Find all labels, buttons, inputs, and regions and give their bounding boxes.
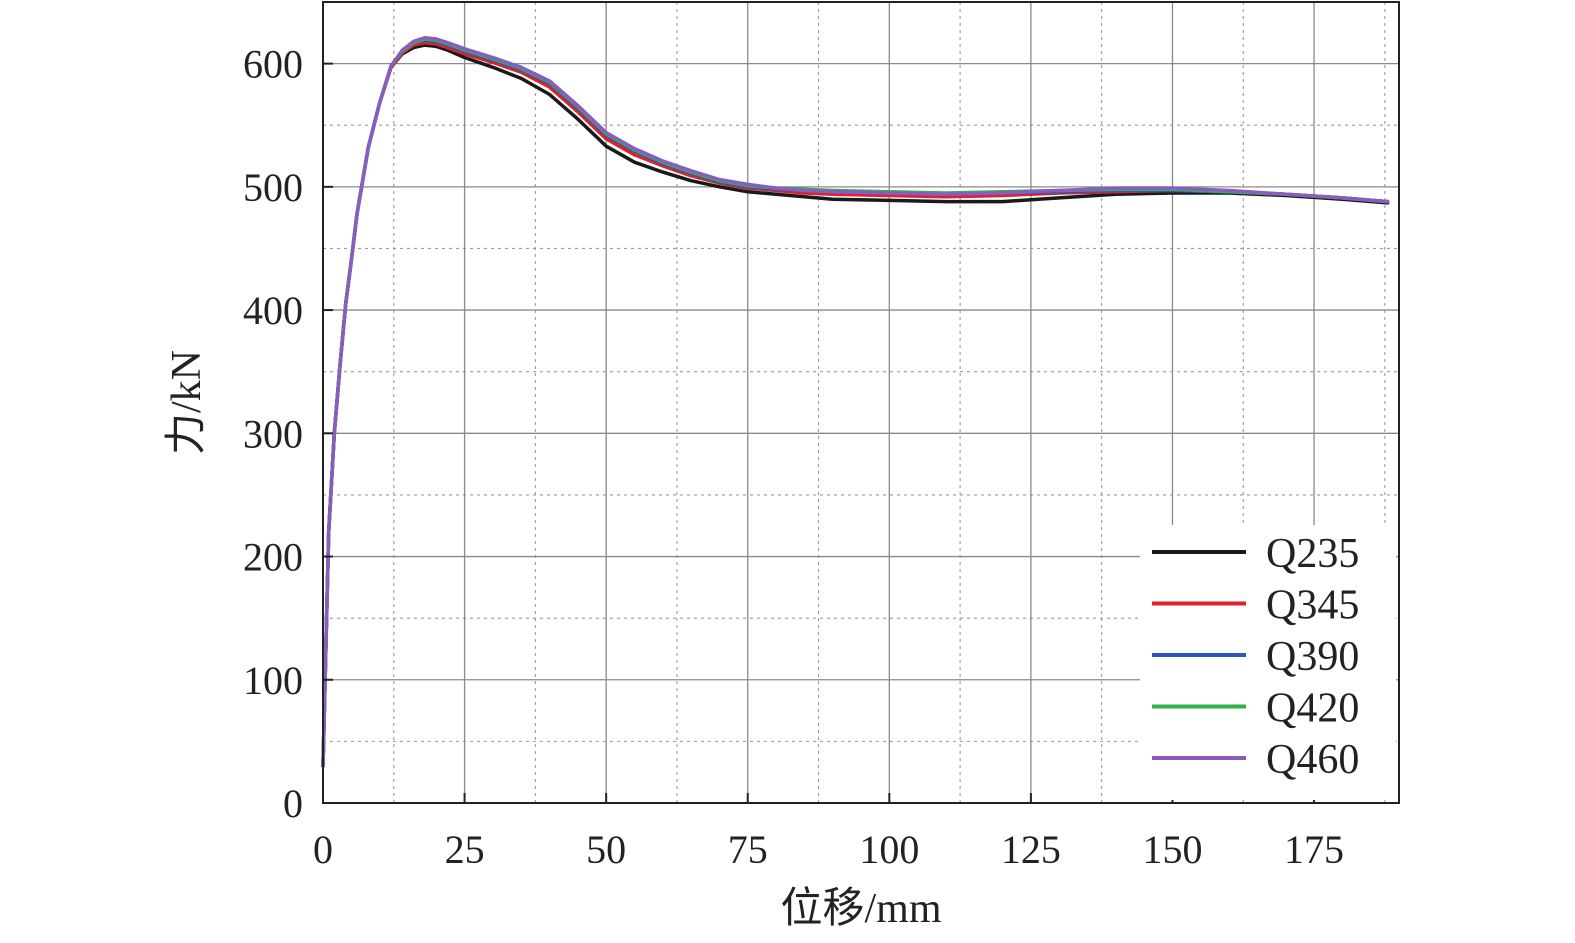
y-tick-label: 600: [243, 42, 303, 87]
y-axis-title: 力/kN: [164, 350, 210, 455]
legend-label: Q420: [1266, 686, 1359, 732]
x-tick-label: 150: [1142, 827, 1202, 872]
x-tick-label: 125: [1001, 827, 1061, 872]
x-tick-label: 175: [1284, 827, 1344, 872]
x-tick-label: 50: [586, 827, 626, 872]
x-tick-label: 25: [445, 827, 485, 872]
series-layer: [321, 35, 1390, 768]
x-tick-label: 0: [313, 827, 333, 872]
y-tick-label: 300: [243, 411, 303, 456]
x-tick-label: 100: [859, 827, 919, 872]
legend-box: [1140, 525, 1396, 800]
y-tick-label: 100: [243, 658, 303, 703]
legend: Q235 Q345 Q390 Q420 Q460: [1140, 525, 1396, 800]
y-tick-label: 200: [243, 535, 303, 580]
legend-label: Q345: [1266, 583, 1359, 629]
plot-frame: [322, 1, 1400, 804]
legend-label: Q460: [1266, 737, 1359, 783]
y-tick-label: 0: [283, 781, 303, 826]
x-tick-label: 75: [728, 827, 768, 872]
legend-label: Q235: [1266, 531, 1359, 577]
tick-labels: 0 25 50 75 100 125 150 175 0 100 200 300 400 500 600: [243, 42, 1344, 872]
series-line-q460: [321, 35, 1390, 768]
x-axis-title: 位移/mm: [780, 885, 941, 932]
ticks: [322, 62, 1316, 804]
y-tick-label: 400: [243, 288, 303, 333]
y-tick-label: 500: [243, 165, 303, 210]
legend-label: Q390: [1266, 634, 1359, 680]
